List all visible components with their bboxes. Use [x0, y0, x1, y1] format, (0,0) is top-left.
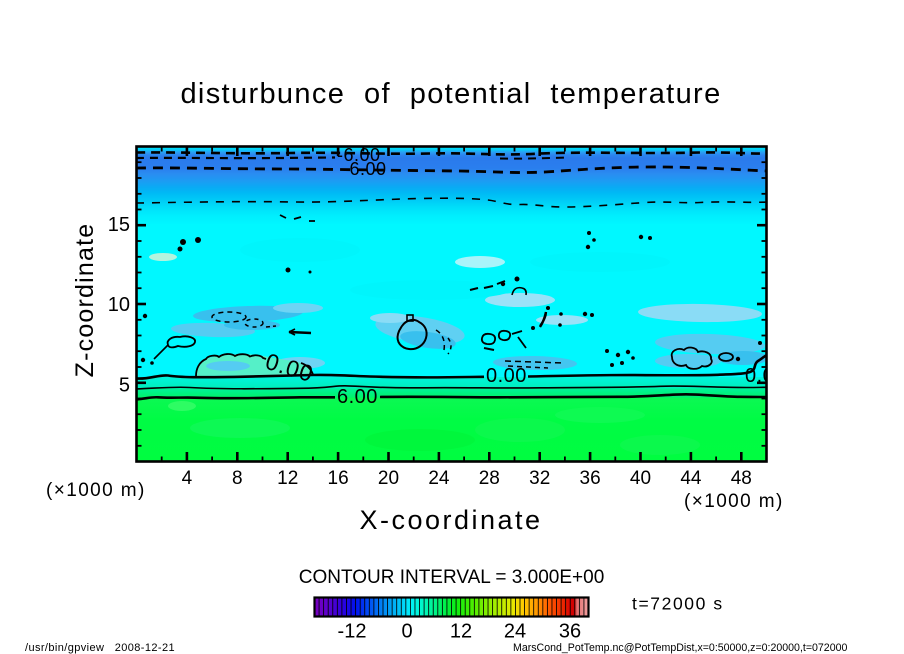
- svg-text:12: 12: [450, 621, 472, 643]
- svg-text:0.00: 0.00: [745, 365, 786, 387]
- svg-text:32: 32: [529, 468, 550, 489]
- svg-text:20: 20: [378, 468, 399, 489]
- svg-text:t=72000 s: t=72000 s: [632, 594, 724, 614]
- svg-text:6.00: 6.00: [337, 386, 378, 408]
- svg-text:36: 36: [580, 468, 601, 489]
- svg-text:/usr/bin/gpview 2008-12-21: /usr/bin/gpview 2008-12-21: [25, 642, 175, 654]
- svg-text:Z-coordinate: Z-coordinate: [71, 223, 99, 378]
- svg-text:5: 5: [119, 375, 130, 397]
- svg-text:X-coordinate: X-coordinate: [359, 505, 542, 535]
- svg-text:-12: -12: [338, 621, 367, 643]
- svg-text:(×1000 m): (×1000 m): [46, 480, 146, 501]
- svg-text:24: 24: [504, 621, 526, 643]
- svg-text:24: 24: [428, 468, 450, 489]
- svg-text:8: 8: [232, 468, 243, 489]
- svg-text:40: 40: [630, 468, 651, 489]
- svg-text:4: 4: [182, 468, 193, 489]
- svg-text:12: 12: [277, 468, 298, 489]
- svg-text:MarsCond_PotTemp.nc@PotTempDis: MarsCond_PotTemp.nc@PotTempDist,x=0:5000…: [513, 642, 847, 654]
- svg-text:48: 48: [731, 468, 752, 489]
- svg-text:0.00: 0.00: [486, 365, 527, 387]
- svg-text:CONTOUR INTERVAL = 3.000E+00: CONTOUR INTERVAL = 3.000E+00: [299, 567, 605, 588]
- svg-text:-6.00: -6.00: [337, 145, 381, 165]
- svg-text:-6.00: -6.00: [343, 159, 387, 179]
- svg-text:0: 0: [401, 621, 412, 643]
- svg-text:36: 36: [559, 621, 581, 643]
- svg-text:44: 44: [680, 468, 702, 489]
- svg-text:(×1000 m): (×1000 m): [684, 491, 784, 512]
- svg-text:16: 16: [328, 468, 349, 489]
- svg-text:15: 15: [108, 214, 130, 236]
- svg-text:10: 10: [108, 294, 130, 316]
- svg-text:disturbunce of potential te: disturbunce of potential temperature: [180, 78, 721, 110]
- svg-text:28: 28: [479, 468, 500, 489]
